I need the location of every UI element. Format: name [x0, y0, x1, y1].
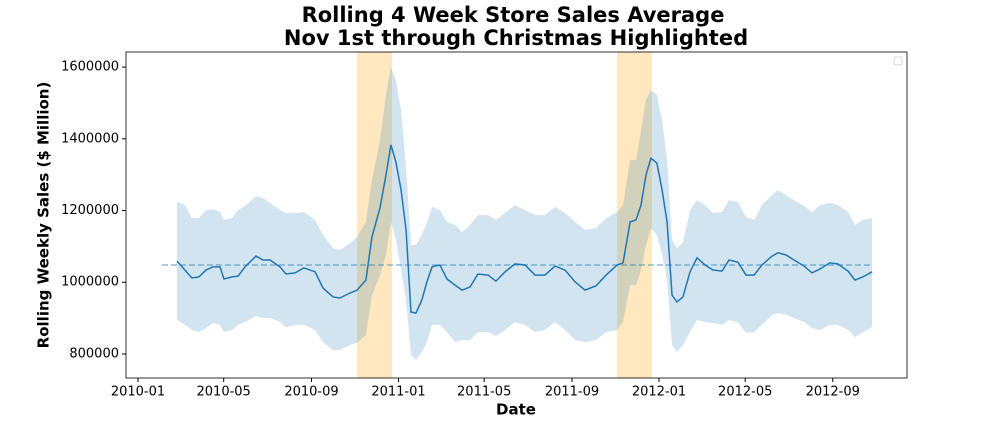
y-axis-label: Rolling Weekly Sales ($ Million) [35, 82, 53, 349]
highlight-span [617, 52, 652, 378]
mean-line [176, 144, 873, 314]
legend [893, 56, 903, 66]
y-tick-label: 1000000 [61, 275, 119, 290]
x-tick-label: 2011-05 [457, 385, 511, 400]
confidence-band [177, 67, 873, 361]
x-tick-label: 2012-05 [718, 385, 772, 400]
x-tick-label: 2010-01 [111, 385, 165, 400]
plot-frame [125, 51, 908, 379]
x-tick-label: 2012-01 [632, 385, 686, 400]
x-tick-label: 2011-01 [371, 385, 425, 400]
chart-subtitle: Nov 1st through Christmas Highlighted [284, 26, 748, 50]
highlight-span [357, 52, 392, 378]
x-axis-label: Date [496, 401, 536, 419]
chart-title: Rolling 4 Week Store Sales Average [302, 3, 725, 27]
x-tick-label: 2010-05 [197, 385, 251, 400]
x-tick-label: 2010-09 [284, 385, 338, 400]
y-tick-label: 800000 [69, 346, 119, 361]
x-tick-label: 2012-09 [806, 385, 860, 400]
y-tick-label: 1400000 [61, 131, 119, 146]
y-tick-label: 1200000 [61, 203, 119, 218]
y-tick-label: 1600000 [61, 60, 119, 75]
x-tick-label: 2011-09 [545, 385, 599, 400]
